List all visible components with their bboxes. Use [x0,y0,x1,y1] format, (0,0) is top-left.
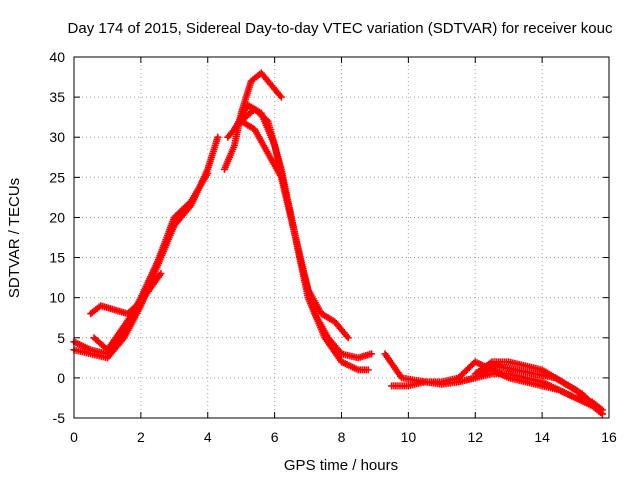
data-point [277,93,285,101]
y-tick-label: 5 [57,330,65,346]
x-tick-label: 4 [204,429,212,445]
series-track-7 [231,101,376,362]
y-tick-label: 40 [49,49,65,65]
data-markers [70,69,606,418]
data-point [157,270,165,278]
x-tick-label: 12 [467,429,483,445]
y-tick-label: 35 [49,89,65,105]
data-point [214,133,222,141]
y-tick-label: 30 [49,129,65,145]
y-tick-label: 0 [57,370,65,386]
y-tick-label: 20 [49,209,65,225]
x-tick-label: 16 [601,429,617,445]
data-point [344,334,352,342]
y-tick-label: 15 [49,250,65,266]
y-tick-label: -5 [53,410,66,426]
series-track-1 [70,133,222,362]
x-tick-label: 0 [70,429,78,445]
data-point [598,410,606,418]
series-track-10 [388,358,606,414]
x-tick-label: 2 [137,429,145,445]
chart-title: Day 174 of 2015, Sidereal Day-to-day VTE… [68,20,613,37]
data-point [204,169,212,177]
grid-layer [74,57,609,418]
y-tick-label: 10 [49,290,65,306]
x-tick-label: 14 [534,429,550,445]
plot-frame [73,56,610,419]
series-track-4 [90,270,165,354]
y-tick-label: 25 [49,169,65,185]
x-tick-label: 10 [401,429,417,445]
x-axis-title: GPS time / hours [284,457,398,474]
x-tick-label: 6 [271,429,279,445]
data-point [364,366,372,374]
y-axis-title: SDTVAR / TECUs [6,178,23,298]
x-tick-label: 8 [338,429,346,445]
data-point [368,350,376,358]
series-track-12 [471,358,606,418]
series-track-8 [237,105,352,342]
